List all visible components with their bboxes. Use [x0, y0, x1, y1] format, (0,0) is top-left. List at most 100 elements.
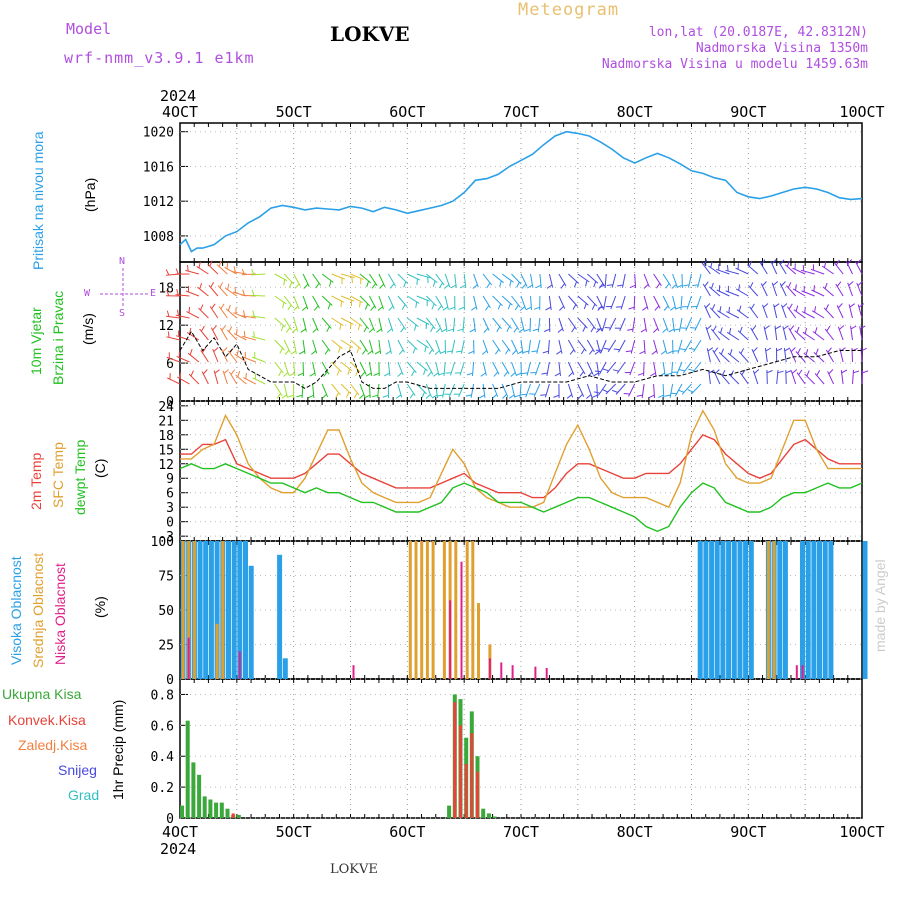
- wind-barb: [283, 317, 292, 331]
- wind-barb: [185, 290, 200, 297]
- wind-barb-feather: [367, 350, 373, 355]
- wind-barb-feather: [301, 306, 308, 311]
- wind-barb-feather: [591, 394, 598, 399]
- wind-barb: [671, 361, 674, 377]
- wind-barb-feather: [241, 268, 246, 275]
- frz-precip-label: Zaledj.Kisa: [18, 737, 88, 753]
- compass-east: E: [150, 288, 157, 299]
- wind-barb-feather: [802, 265, 805, 272]
- wind-barb: [321, 273, 334, 283]
- wind-barb-feather: [233, 266, 236, 273]
- wind-barb: [856, 282, 863, 297]
- wind-barb-feather: [602, 368, 609, 372]
- y-tick-label: 3: [166, 501, 174, 516]
- wind-barb-feather: [654, 305, 660, 311]
- cloud-bar-high_cloud: [703, 541, 709, 679]
- wind-barb-feather: [603, 347, 610, 350]
- wind-barb-feather: [687, 389, 694, 393]
- cloud-bar-mid_cloud: [215, 623, 219, 679]
- wind-barb-feather: [541, 372, 548, 375]
- wind-barb-feather: [741, 369, 746, 376]
- wind-barb: [681, 383, 692, 395]
- wind-barb: [397, 361, 404, 376]
- wind-barb-feather: [721, 369, 726, 376]
- wind-barb: [188, 373, 200, 385]
- wind-barb-feather: [665, 283, 670, 289]
- wind-barb: [397, 317, 407, 330]
- x-tick-label-top: 6OCT: [389, 103, 425, 121]
- wind-barb-feather: [297, 372, 304, 376]
- wind-barb: [482, 295, 491, 309]
- wind-barb: [712, 349, 721, 363]
- wind-barb: [397, 339, 405, 353]
- wind-barb: [331, 383, 341, 396]
- wind-barb: [186, 311, 200, 319]
- wind-barb-feather: [209, 260, 213, 267]
- wind-barb-feather: [655, 283, 661, 289]
- cloud-bar-mid_cloud: [471, 541, 475, 679]
- model-name: wrf-nmm_v3.9.1 e1km: [64, 49, 255, 67]
- wind-barb-feather: [223, 369, 229, 374]
- wind-barb: [458, 383, 465, 398]
- wind-barb-feather: [815, 348, 819, 355]
- wind-barb: [603, 295, 607, 310]
- wind-barb-feather: [795, 284, 797, 291]
- precip-bar-total_precip: [486, 813, 491, 818]
- wind-barb: [528, 339, 531, 354]
- cloud-bar-low_cloud: [488, 658, 491, 679]
- wind-barb: [501, 295, 513, 306]
- wind-barb-feather: [443, 284, 450, 289]
- wind-barb-feather: [409, 393, 415, 399]
- wind-barb: [492, 317, 502, 330]
- wind-barb-feather: [296, 394, 303, 398]
- wind-barb: [359, 317, 370, 330]
- wind-barb-feather: [782, 303, 788, 308]
- y-tick-label: 6: [166, 487, 174, 502]
- wind-barb: [293, 295, 300, 310]
- wind-barb: [397, 295, 408, 308]
- wind-barb-feather: [798, 369, 803, 376]
- total-precip-label: Ukupna Kisa: [2, 686, 82, 702]
- wind-barb-feather: [351, 276, 353, 283]
- wind-barb: [794, 330, 806, 341]
- wind-barb-feather: [805, 349, 809, 356]
- cloud-bar-mid_cloud: [181, 541, 185, 679]
- wind-barb-feather: [384, 372, 390, 377]
- wind-barb-feather: [294, 283, 300, 289]
- wind-barb: [718, 352, 730, 363]
- wind-barb: [359, 361, 367, 375]
- wind-barb: [212, 348, 219, 363]
- wind-barb: [632, 317, 636, 332]
- wind-barb-feather: [749, 282, 754, 288]
- wind-barb-feather: [401, 304, 406, 311]
- cloud-bar-high_cloud: [231, 541, 237, 679]
- wind-barb: [187, 352, 200, 363]
- cloud-bar-high_cloud: [805, 541, 811, 679]
- y-tick-label: 1016: [143, 160, 174, 175]
- wind-barb-feather: [657, 394, 664, 399]
- wind-barb-feather: [507, 303, 511, 310]
- wind-barb-feather: [377, 306, 383, 311]
- wind-barb-feather: [291, 328, 298, 333]
- cloud-bar-low_cloud: [460, 561, 463, 679]
- wind-barb: [821, 265, 834, 275]
- wind-barb-feather: [413, 324, 417, 331]
- wind-barb-feather: [200, 325, 205, 332]
- precip-bar-total_precip: [236, 814, 241, 818]
- station-title: LOKVE: [330, 22, 410, 46]
- wind-barb: [622, 273, 626, 288]
- wind-barb-feather: [492, 394, 498, 399]
- wind-barb: [736, 309, 749, 319]
- wind-barb-feather: [850, 325, 857, 330]
- wind-barb: [218, 306, 228, 319]
- wind-barb-feather: [226, 262, 229, 269]
- wind-barb: [216, 264, 228, 275]
- wind-barb-feather: [835, 259, 840, 266]
- wind-barb-feather: [752, 347, 758, 353]
- wind-barb: [534, 361, 541, 376]
- wind-barb-feather: [486, 282, 491, 289]
- wind-barb: [274, 317, 286, 328]
- wind-barb-feather: [282, 302, 285, 309]
- meteogram-title: Meteogram: [518, 0, 620, 20]
- wind-barb: [748, 285, 759, 297]
